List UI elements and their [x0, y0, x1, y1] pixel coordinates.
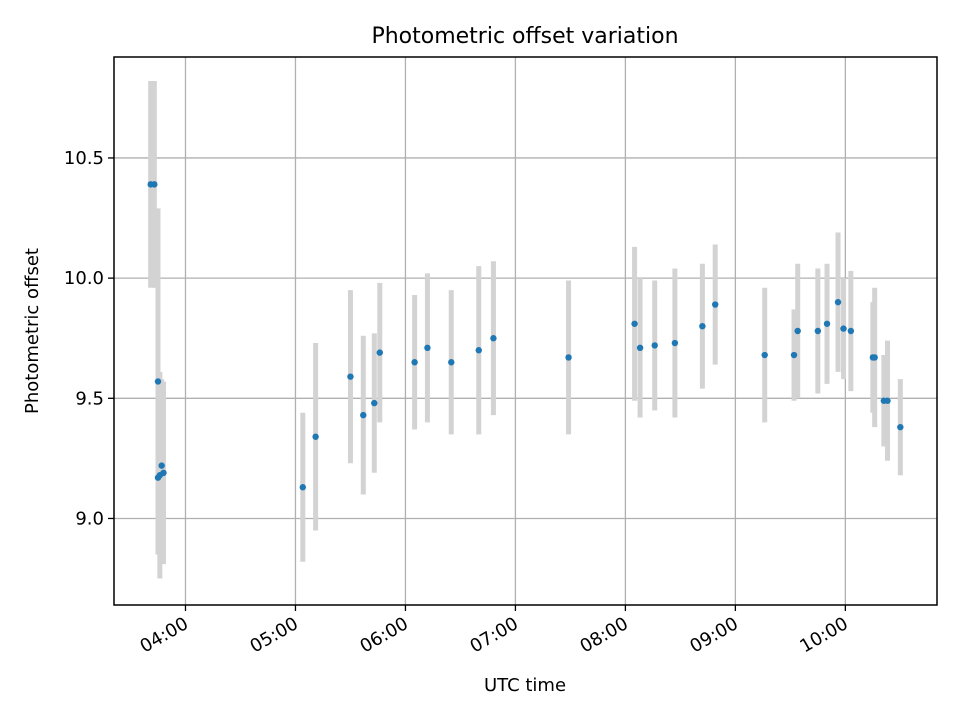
data-point	[448, 359, 455, 366]
data-point	[761, 351, 768, 359]
y-tick-label: 10.5	[64, 148, 104, 169]
data-point	[790, 351, 798, 359]
x-tick-label: 07:00	[466, 613, 521, 657]
data-point	[671, 339, 679, 347]
error-bars	[148, 81, 903, 579]
data-point	[712, 301, 719, 308]
x-tick-label: 09:00	[686, 613, 741, 657]
y-axis-label: Photometric offset	[22, 248, 43, 414]
data-point	[699, 322, 706, 330]
data-point	[347, 373, 354, 380]
chart-title: Photometric offset variation	[371, 24, 678, 49]
data-point	[151, 181, 158, 188]
x-tick-label: 05:00	[247, 613, 302, 657]
data-point	[794, 327, 801, 335]
x-axis-label: UTC time	[484, 675, 566, 696]
plot-frame	[113, 56, 938, 606]
data-point	[631, 320, 638, 327]
data-point	[158, 462, 165, 469]
data-point	[814, 327, 822, 335]
data-point	[565, 354, 572, 361]
data-point	[312, 433, 319, 440]
x-axis-ticks: 04:00 05:00 06:00 07:00 08:00 09:00 10:00	[137, 605, 852, 657]
y-tick-label: 9.0	[75, 508, 104, 529]
data-point	[475, 347, 482, 354]
grid	[114, 57, 937, 605]
data-point	[847, 327, 855, 335]
data-point	[360, 411, 367, 419]
data-point	[160, 469, 167, 477]
data-point	[834, 298, 842, 306]
data-points	[147, 181, 904, 491]
data-point	[823, 320, 831, 327]
y-axis-ticks: 9.0 9.5 10.0 10.5	[64, 148, 114, 529]
data-point	[490, 335, 497, 342]
data-point	[897, 423, 904, 431]
data-point	[411, 359, 418, 366]
x-tick-label: 10:00	[796, 613, 851, 657]
data-point	[840, 325, 847, 332]
x-tick-label: 04:00	[137, 613, 192, 657]
data-point	[871, 354, 878, 361]
x-tick-label: 06:00	[357, 613, 412, 657]
data-point	[884, 397, 891, 404]
data-point	[154, 378, 162, 385]
data-point	[376, 349, 383, 356]
y-tick-label: 10.0	[64, 268, 104, 289]
data-point	[299, 484, 306, 491]
y-tick-label: 9.5	[75, 388, 104, 409]
data-point	[651, 342, 658, 349]
data-point	[636, 344, 644, 352]
x-tick-label: 08:00	[576, 613, 631, 657]
data-point	[371, 399, 378, 407]
data-point	[424, 344, 431, 352]
